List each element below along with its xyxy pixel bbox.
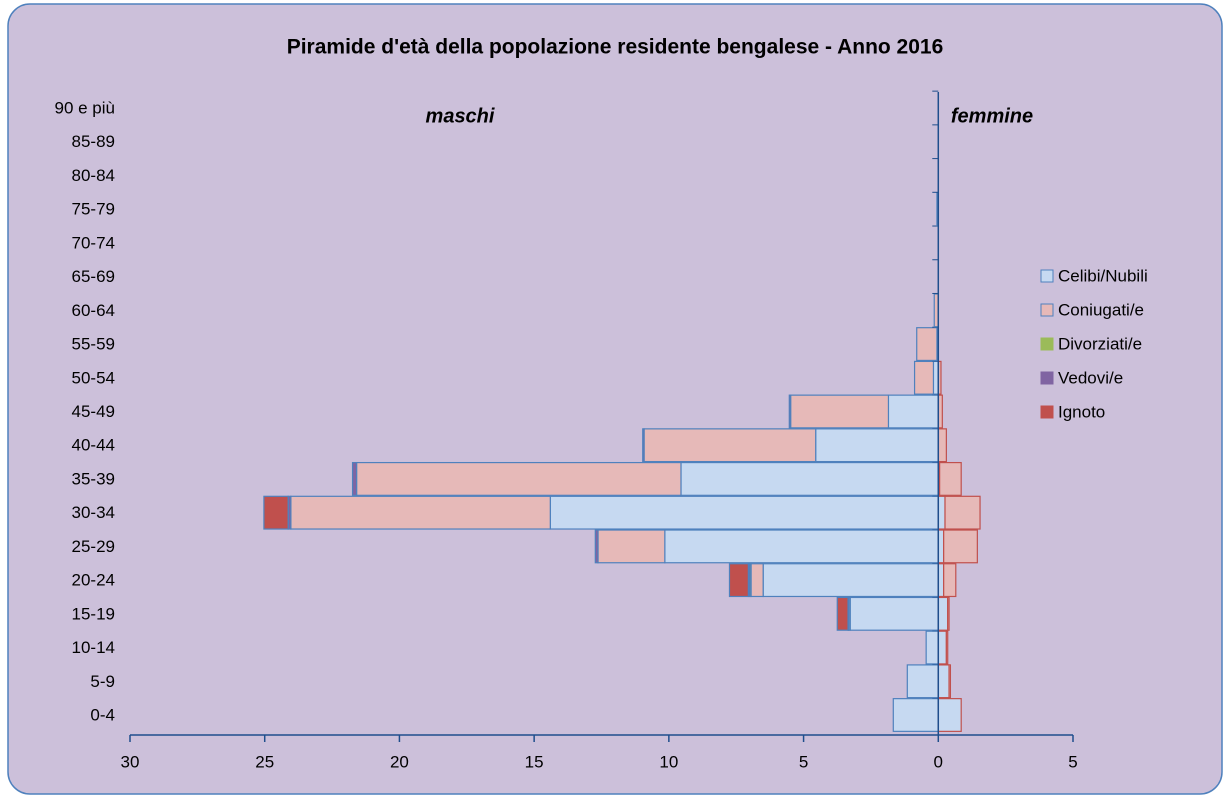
x-tick-label: 15 bbox=[525, 752, 544, 771]
x-tick-label: 0 bbox=[934, 752, 943, 771]
legend-label: Divorziati/e bbox=[1058, 334, 1142, 353]
bar bbox=[680, 461, 939, 496]
y-tick-label: 20-24 bbox=[72, 571, 115, 590]
bar bbox=[642, 428, 645, 463]
bar bbox=[937, 495, 946, 530]
x-tick-label: 5 bbox=[1068, 752, 1077, 771]
y-tick-label: 40-44 bbox=[72, 436, 115, 455]
y-tick-label: 50-54 bbox=[72, 368, 115, 387]
bar bbox=[815, 428, 939, 463]
bar bbox=[944, 495, 981, 530]
legend-label: Vedovi/e bbox=[1058, 368, 1123, 387]
bar bbox=[937, 698, 962, 732]
bar bbox=[943, 529, 978, 564]
bar bbox=[937, 596, 949, 631]
x-tick-label: 30 bbox=[121, 752, 140, 771]
bar bbox=[937, 664, 950, 699]
y-tick-label: 10-14 bbox=[72, 638, 115, 657]
bar bbox=[887, 394, 939, 429]
bar bbox=[664, 529, 939, 564]
bar bbox=[351, 461, 358, 496]
bar bbox=[916, 327, 938, 362]
bar bbox=[750, 563, 764, 598]
bar bbox=[597, 529, 666, 564]
y-tick-label: 75-79 bbox=[72, 200, 115, 219]
legend-swatch bbox=[1040, 269, 1054, 283]
bar bbox=[836, 596, 849, 631]
legend-label: Ignoto bbox=[1058, 402, 1105, 421]
bar bbox=[937, 630, 947, 665]
bar bbox=[945, 630, 949, 665]
bar bbox=[892, 698, 939, 732]
y-tick-label: 65-69 bbox=[72, 267, 115, 286]
bar bbox=[937, 563, 945, 598]
x-tick-label: 5 bbox=[799, 752, 808, 771]
bar bbox=[290, 495, 551, 530]
bar bbox=[594, 529, 599, 564]
y-tick-label: 60-64 bbox=[72, 301, 115, 320]
bar bbox=[643, 428, 817, 463]
bar bbox=[937, 428, 947, 463]
legend-swatch bbox=[1040, 303, 1054, 317]
legend-swatch bbox=[1040, 337, 1054, 351]
y-tick-label: 25-29 bbox=[72, 537, 115, 556]
bar bbox=[849, 596, 939, 631]
legend-label: Coniugati/e bbox=[1058, 300, 1144, 319]
y-tick-label: 0-4 bbox=[90, 705, 115, 724]
y-tick-label: 45-49 bbox=[72, 402, 115, 421]
bar bbox=[939, 461, 962, 496]
x-tick-label: 20 bbox=[390, 752, 409, 771]
chart-title: Piramide d'età della popolazione residen… bbox=[287, 36, 944, 59]
bar bbox=[947, 596, 950, 631]
bar bbox=[549, 495, 939, 530]
female-label: femmine bbox=[951, 105, 1033, 127]
bar bbox=[943, 563, 957, 598]
bar bbox=[937, 529, 945, 564]
y-tick-label: 80-84 bbox=[72, 166, 115, 185]
bar bbox=[906, 664, 939, 699]
y-tick-label: 90 e più bbox=[55, 98, 116, 117]
bar bbox=[790, 394, 890, 429]
y-tick-label: 30-34 bbox=[72, 503, 115, 522]
bar bbox=[925, 630, 939, 665]
y-tick-label: 55-59 bbox=[72, 335, 115, 354]
legend-swatch bbox=[1040, 405, 1054, 419]
bar bbox=[948, 664, 952, 699]
bar bbox=[788, 394, 792, 429]
y-tick-label: 15-19 bbox=[72, 604, 115, 623]
bar bbox=[762, 563, 939, 598]
y-tick-label: 35-39 bbox=[72, 469, 115, 488]
chart-panel bbox=[7, 3, 1223, 795]
legend-swatch bbox=[1040, 371, 1054, 385]
x-tick-label: 10 bbox=[659, 752, 678, 771]
bar bbox=[355, 461, 682, 496]
legend-label: Celibi/Nubili bbox=[1058, 266, 1148, 285]
bar bbox=[728, 563, 749, 598]
male-label: maschi bbox=[426, 105, 495, 127]
y-tick-label: 70-74 bbox=[72, 233, 115, 252]
y-tick-label: 85-89 bbox=[72, 132, 115, 151]
bar bbox=[913, 360, 935, 395]
x-tick-label: 25 bbox=[255, 752, 274, 771]
bar bbox=[263, 495, 289, 530]
y-tick-label: 5-9 bbox=[90, 672, 115, 691]
